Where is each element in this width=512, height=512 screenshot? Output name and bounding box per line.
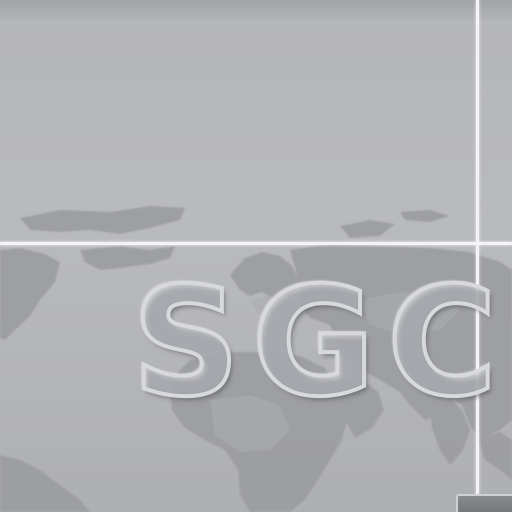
asia-landmass xyxy=(290,244,512,440)
gridline-horizontal xyxy=(0,242,512,245)
canada-landmass xyxy=(80,246,175,270)
arctic-island xyxy=(400,210,450,222)
arctic-landmass xyxy=(20,206,185,234)
north-america-landmass xyxy=(0,248,60,340)
top-band xyxy=(0,0,512,20)
panel-tab-icon[interactable] xyxy=(456,494,512,512)
europe-landmass xyxy=(230,252,300,300)
arctic-island xyxy=(340,220,395,238)
india-landmass xyxy=(430,398,470,465)
south-america-landmass xyxy=(0,455,90,512)
gridline-vertical xyxy=(476,0,479,496)
arabia-landmass xyxy=(335,378,384,438)
se-asia-landmass xyxy=(478,432,512,480)
logo-text: SGC xyxy=(130,256,510,430)
